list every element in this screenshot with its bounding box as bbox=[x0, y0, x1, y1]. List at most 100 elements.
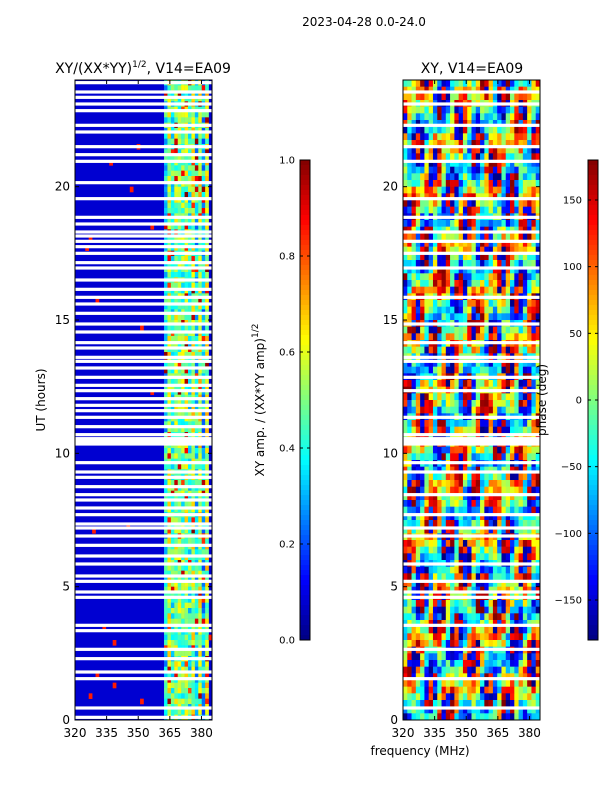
phase-cell bbox=[467, 146, 472, 154]
phase-cell bbox=[475, 426, 481, 434]
amp-gap-row bbox=[75, 498, 212, 502]
phase-cell bbox=[441, 473, 447, 481]
phase-cell bbox=[441, 193, 447, 201]
phase-cell bbox=[432, 313, 438, 321]
phase-cell bbox=[505, 286, 511, 294]
phase-cell bbox=[514, 500, 519, 507]
phase-cell bbox=[531, 240, 537, 247]
phase-cell bbox=[488, 513, 494, 521]
phase-cell bbox=[492, 326, 498, 334]
phase-cell bbox=[403, 520, 408, 527]
phase-cell bbox=[484, 706, 489, 714]
phase-cell bbox=[527, 400, 532, 407]
phase-cell bbox=[518, 640, 524, 647]
phase-cell bbox=[428, 166, 434, 174]
phase-cell bbox=[445, 266, 451, 274]
phase-cell bbox=[522, 120, 528, 127]
phase-cell bbox=[480, 520, 485, 527]
phase-cell bbox=[441, 313, 447, 321]
phase-cell bbox=[411, 173, 417, 181]
phase-cell bbox=[522, 346, 528, 354]
phase-cell bbox=[480, 686, 485, 694]
phase-cell bbox=[420, 660, 425, 667]
amp-cell bbox=[177, 176, 182, 182]
amp-cell bbox=[194, 304, 199, 310]
phase-cell bbox=[535, 666, 541, 674]
phase-cell bbox=[531, 613, 537, 621]
phase-cell bbox=[471, 586, 477, 594]
amp-cell bbox=[181, 192, 185, 198]
amp-cell bbox=[174, 133, 179, 139]
phase-cell bbox=[403, 233, 408, 241]
phase-cell bbox=[514, 653, 519, 661]
amp-cell bbox=[184, 176, 189, 182]
amp-cell bbox=[194, 362, 199, 369]
phase-gap-row bbox=[403, 251, 540, 255]
phase-cell bbox=[488, 673, 494, 681]
amp-cell bbox=[181, 682, 185, 689]
phase-cell bbox=[462, 686, 468, 694]
amp-cell bbox=[194, 672, 199, 678]
phase-cell bbox=[437, 553, 442, 561]
phase-cell bbox=[514, 700, 519, 707]
phase-cell bbox=[415, 693, 421, 701]
phase-cell bbox=[522, 553, 528, 561]
phase-cell bbox=[514, 173, 519, 181]
phase-cell bbox=[527, 86, 532, 94]
phase-cell bbox=[475, 300, 481, 307]
amp-cell bbox=[188, 218, 192, 225]
phase-cell bbox=[484, 246, 489, 254]
phase-cell bbox=[428, 113, 434, 121]
amp-cell bbox=[198, 709, 203, 715]
phase-cell bbox=[462, 486, 468, 494]
phase-cell bbox=[407, 640, 412, 647]
phase-cell bbox=[527, 573, 532, 581]
phase-cell bbox=[527, 166, 532, 174]
phase-cell bbox=[518, 666, 524, 674]
phase-cell bbox=[420, 140, 425, 147]
phase-cell bbox=[441, 180, 447, 187]
phase-colorbar-step bbox=[588, 345, 598, 351]
phase-cell bbox=[454, 286, 459, 294]
phase-cell bbox=[454, 446, 459, 454]
phase-cell bbox=[445, 313, 451, 321]
amp-cell bbox=[164, 362, 168, 369]
phase-cell bbox=[527, 206, 532, 214]
phase-cell bbox=[454, 666, 459, 674]
phase-cell bbox=[411, 346, 417, 354]
phase-cell bbox=[531, 86, 537, 94]
amp-colorbar-step bbox=[300, 475, 310, 481]
phase-cell bbox=[411, 486, 417, 494]
phase-cell bbox=[480, 260, 485, 267]
amp-colorbar-step bbox=[300, 630, 310, 636]
phase-cell bbox=[407, 706, 412, 714]
phase-cell bbox=[424, 580, 429, 587]
phase-cell bbox=[510, 380, 515, 387]
phase-cell bbox=[403, 626, 408, 634]
amp-cell bbox=[205, 565, 209, 571]
phase-cell bbox=[462, 206, 468, 214]
amp-cell bbox=[184, 698, 189, 705]
amp-colorbar-step bbox=[300, 625, 310, 631]
phase-cell bbox=[411, 406, 417, 414]
phase-cell bbox=[424, 586, 429, 594]
phase-cell bbox=[518, 233, 524, 241]
amp-cell bbox=[181, 133, 185, 139]
phase-cell bbox=[501, 546, 507, 554]
phase-cell bbox=[462, 520, 468, 527]
amp-cell bbox=[164, 256, 168, 262]
phase-cell bbox=[420, 606, 425, 614]
amp-cell bbox=[170, 378, 175, 385]
phase-cell bbox=[403, 253, 408, 261]
phase-cell bbox=[471, 180, 477, 187]
phase-gap-row bbox=[403, 534, 540, 538]
amp-cell bbox=[188, 618, 192, 625]
phase-cell bbox=[403, 506, 408, 514]
phase-cell bbox=[445, 566, 451, 574]
phase-cell bbox=[488, 140, 494, 147]
phase-cell bbox=[522, 573, 528, 581]
phase-cell bbox=[424, 573, 429, 581]
phase-cell bbox=[428, 526, 434, 534]
amp-gap-row bbox=[75, 706, 212, 710]
phase-cell bbox=[471, 653, 477, 661]
